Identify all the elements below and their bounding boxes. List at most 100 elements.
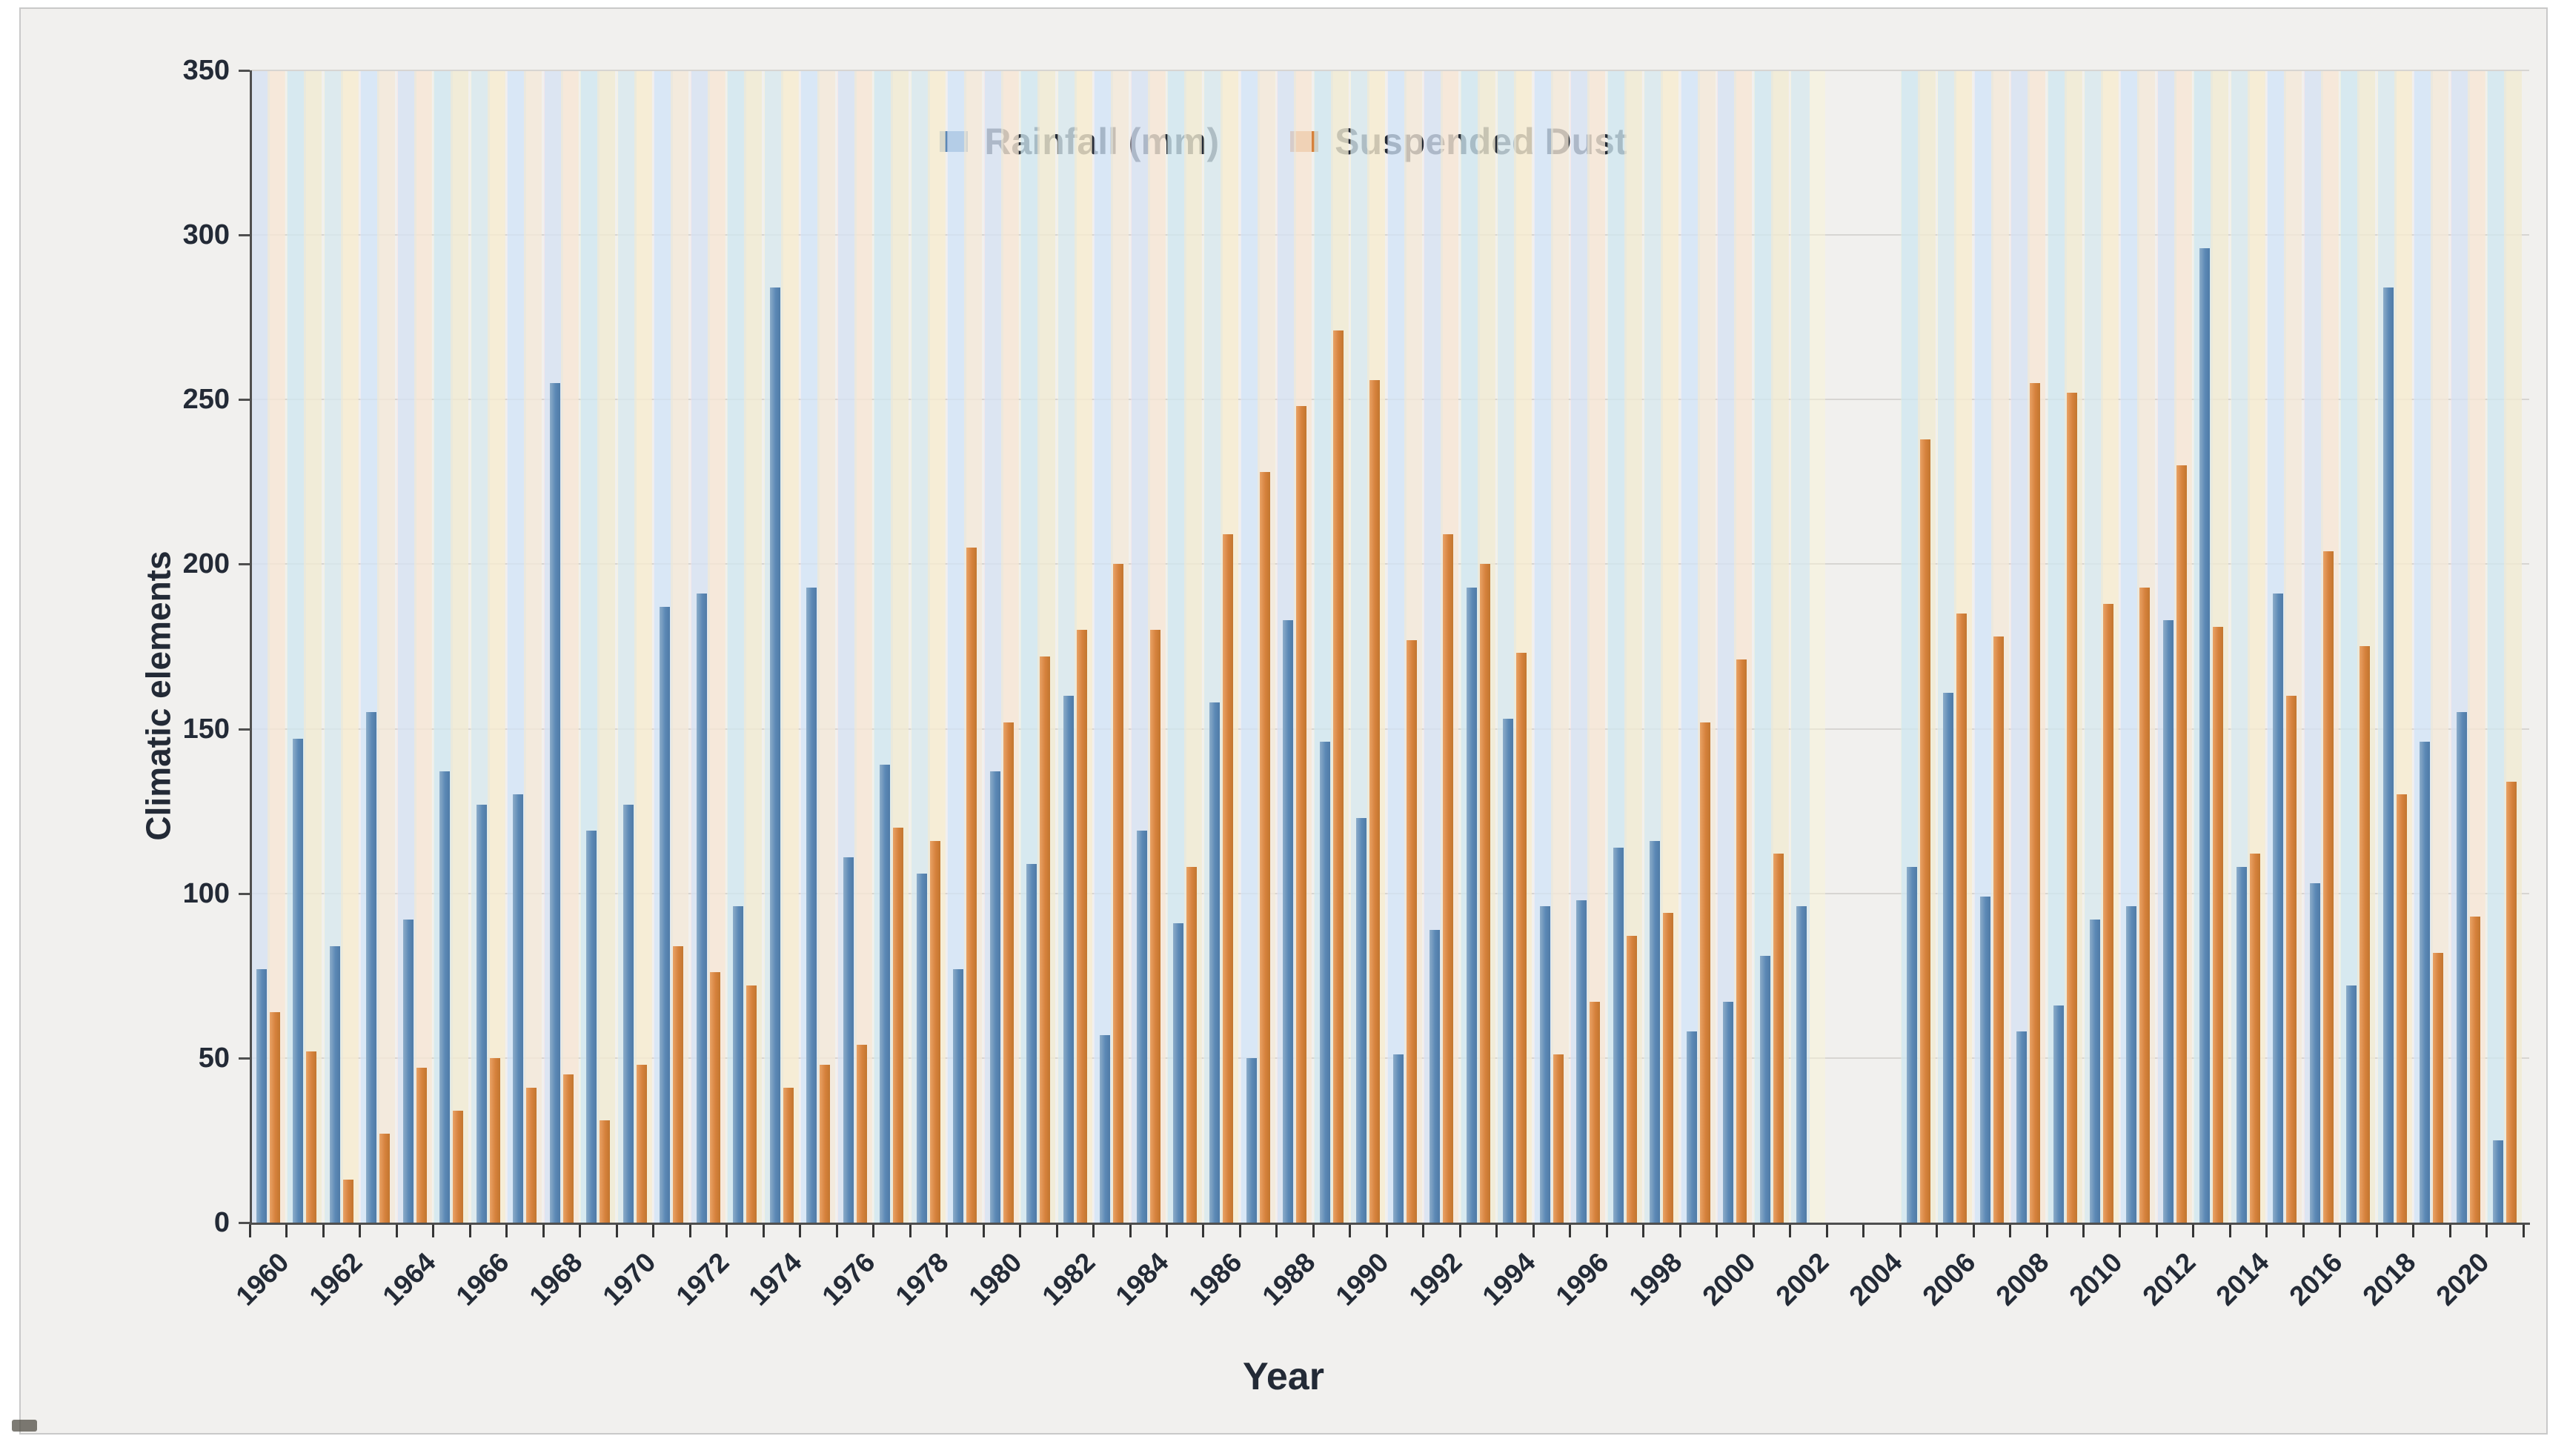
ghost-dust	[854, 71, 872, 1223]
x-tick	[1202, 1225, 1205, 1237]
bar-dust-2010	[2103, 604, 2113, 1223]
ghost-dust	[304, 71, 322, 1223]
bar-rainfall-2006	[1943, 693, 1954, 1223]
x-tick	[1936, 1225, 1939, 1237]
x-tick	[725, 1225, 728, 1237]
bar-rainfall-1983	[1100, 1035, 1111, 1223]
bar-rainfall-1965	[439, 771, 451, 1223]
x-tick	[2009, 1225, 2012, 1237]
bar-rainfall-1980	[989, 771, 1000, 1223]
bar-rainfall-1967	[513, 794, 524, 1223]
x-tick	[2045, 1225, 2048, 1237]
x-tick	[2522, 1225, 2525, 1237]
bar-dust-1960	[270, 1012, 280, 1223]
bar-dust-2020	[2469, 917, 2480, 1223]
bar-dust-1965	[453, 1111, 464, 1223]
x-axis-line	[249, 1223, 2530, 1225]
x-tick	[1166, 1225, 1168, 1237]
x-tick	[1312, 1225, 1315, 1237]
x-tick	[249, 1225, 251, 1237]
x-tick	[1569, 1225, 1572, 1237]
bar-dust-1982	[1076, 630, 1087, 1223]
bar-rainfall-1991	[1392, 1054, 1404, 1223]
y-tick-200	[239, 563, 250, 566]
ghost-rainfall	[2011, 71, 2030, 1223]
x-axis-title: Year	[1243, 1355, 1324, 1398]
ghost-dust	[1550, 71, 1569, 1223]
x-tick	[1899, 1225, 1902, 1237]
x-tick	[505, 1225, 508, 1237]
bar-rainfall-2019	[2420, 742, 2431, 1223]
bar-rainfall-1974	[769, 287, 780, 1223]
x-tick	[1458, 1225, 1461, 1237]
bar-dust-1997	[1626, 936, 1637, 1223]
bar-dust-1979	[966, 548, 977, 1223]
bar-dust-1974	[783, 1088, 794, 1223]
bar-rainfall-1966	[476, 805, 487, 1223]
bar-rainfall-1968	[549, 383, 560, 1223]
x-tick	[762, 1225, 765, 1237]
bar-rainfall-1987	[1246, 1058, 1257, 1223]
bar-rainfall-2017	[2346, 985, 2357, 1223]
bar-rainfall-1961	[293, 739, 304, 1223]
bar-rainfall-1999	[1686, 1031, 1697, 1223]
bar-rainfall-1990	[1356, 818, 1367, 1223]
x-tick	[1716, 1225, 1718, 1237]
bar-rainfall-1995	[1539, 906, 1550, 1223]
y-axis-line	[250, 70, 252, 1223]
x-tick	[395, 1225, 398, 1237]
bar-dust-2009	[2066, 393, 2077, 1223]
x-tick	[1129, 1225, 1132, 1237]
bar-dust-1961	[306, 1051, 317, 1223]
bar-rainfall-1977	[880, 765, 891, 1223]
bar-dust-1977	[893, 828, 904, 1223]
bar-rainfall-1994	[1503, 719, 1514, 1223]
bar-rainfall-2018	[2382, 287, 2394, 1223]
bar-dust-2015	[2286, 696, 2297, 1223]
bar-rainfall-1984	[1136, 831, 1147, 1223]
x-tick	[1495, 1225, 1498, 1237]
bar-dust-1969	[600, 1120, 611, 1223]
ghost-dust	[634, 71, 652, 1223]
ghost-dust	[451, 71, 469, 1223]
bar-rainfall-1986	[1209, 702, 1221, 1223]
ghost-rainfall	[2488, 71, 2507, 1223]
bar-rainfall-2007	[1979, 897, 1990, 1223]
x-tick	[1825, 1225, 1828, 1237]
x-tick	[285, 1225, 288, 1237]
x-tick	[652, 1225, 655, 1237]
bar-rainfall-1988	[1283, 620, 1294, 1223]
bar-rainfall-1979	[953, 969, 964, 1223]
y-tick-0	[239, 1222, 250, 1224]
x-tick	[359, 1225, 362, 1237]
bar-dust-1987	[1259, 472, 1270, 1223]
y-tick-250	[239, 399, 250, 402]
x-tick	[1789, 1225, 1792, 1237]
ghost-dust	[817, 71, 836, 1223]
bar-rainfall-1975	[806, 588, 817, 1223]
ghost-dust	[780, 71, 799, 1223]
bar-rainfall-1992	[1429, 930, 1441, 1223]
bar-dust-1962	[342, 1180, 353, 1223]
x-tick	[2485, 1225, 2488, 1237]
bar-dust-1980	[1003, 722, 1014, 1223]
bar-dust-1988	[1296, 406, 1307, 1223]
bar-rainfall-1978	[916, 874, 927, 1223]
x-tick	[946, 1225, 949, 1237]
ghost-dust	[340, 71, 359, 1223]
x-tick	[2302, 1225, 2305, 1237]
bar-dust-1978	[929, 841, 940, 1223]
bar-rainfall-2008	[2016, 1031, 2028, 1223]
ghost-dust	[560, 71, 579, 1223]
bar-dust-1993	[1479, 564, 1490, 1223]
bar-rainfall-1989	[1319, 742, 1330, 1223]
x-tick	[2448, 1225, 2451, 1237]
x-tick	[1385, 1225, 1388, 1237]
bar-dust-1973	[746, 985, 757, 1223]
bar-rainfall-2015	[2273, 594, 2284, 1223]
ghost-rainfall	[1681, 71, 1700, 1223]
bar-rainfall-1998	[1650, 841, 1661, 1223]
x-tick	[688, 1225, 691, 1237]
x-tick	[2192, 1225, 2195, 1237]
